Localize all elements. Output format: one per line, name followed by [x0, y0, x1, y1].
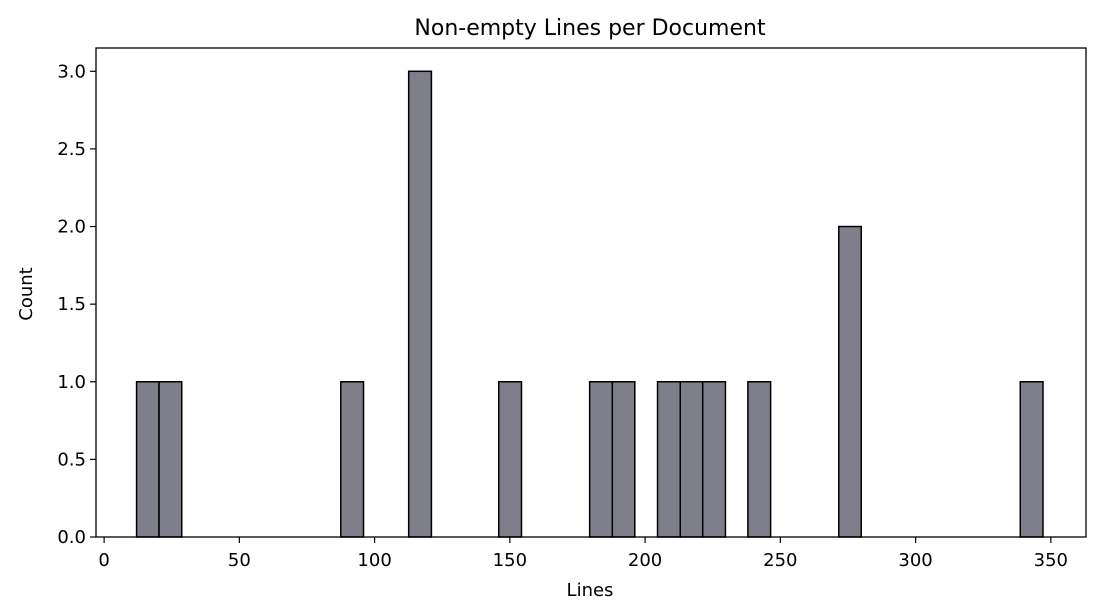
y-tick-label: 2.0	[57, 217, 86, 238]
histogram-bar	[135, 381, 160, 538]
histogram-bar	[1019, 381, 1044, 538]
x-tick-label: 50	[228, 550, 251, 571]
y-tick-label: 1.0	[57, 372, 86, 393]
x-tick-label: 150	[493, 550, 527, 571]
x-tick-label: 250	[763, 550, 797, 571]
y-tick-label: 2.5	[57, 139, 86, 160]
histogram-bar	[340, 381, 365, 538]
histogram-bar	[701, 381, 727, 538]
histogram-bar	[158, 381, 183, 538]
y-tick-label: 0.5	[57, 449, 86, 470]
histogram-bar	[407, 70, 433, 538]
x-tick-label: 350	[1034, 550, 1068, 571]
x-tick-label: 200	[628, 550, 662, 571]
x-tick-label: 300	[898, 550, 932, 571]
y-axis-label: Count	[16, 267, 37, 320]
y-tick-label: 0.0	[57, 527, 86, 548]
x-axis-label: Lines	[567, 580, 614, 601]
histogram-bar	[656, 381, 682, 538]
y-tick-label: 1.5	[57, 294, 86, 315]
histogram-bar	[747, 381, 772, 538]
y-tick-label: 3.0	[57, 61, 86, 82]
histogram-bar	[838, 225, 862, 538]
bars-group	[135, 70, 1044, 538]
plot-frame	[95, 47, 1087, 538]
x-tick-label: 100	[357, 550, 391, 571]
histogram-bar	[611, 381, 636, 538]
y-axis-ticks: 0.0 0.5 1.0 1.5 2.0 2.5 3.0	[57, 61, 96, 548]
histogram-bar	[679, 381, 704, 538]
x-tick-label: 0	[98, 550, 109, 571]
x-axis-ticks: 0 50 100 150 200 250 300 350	[98, 537, 1068, 571]
chart-title: Non-empty Lines per Document	[414, 16, 766, 41]
histogram-bar	[588, 381, 614, 538]
histogram-bar	[498, 381, 523, 538]
